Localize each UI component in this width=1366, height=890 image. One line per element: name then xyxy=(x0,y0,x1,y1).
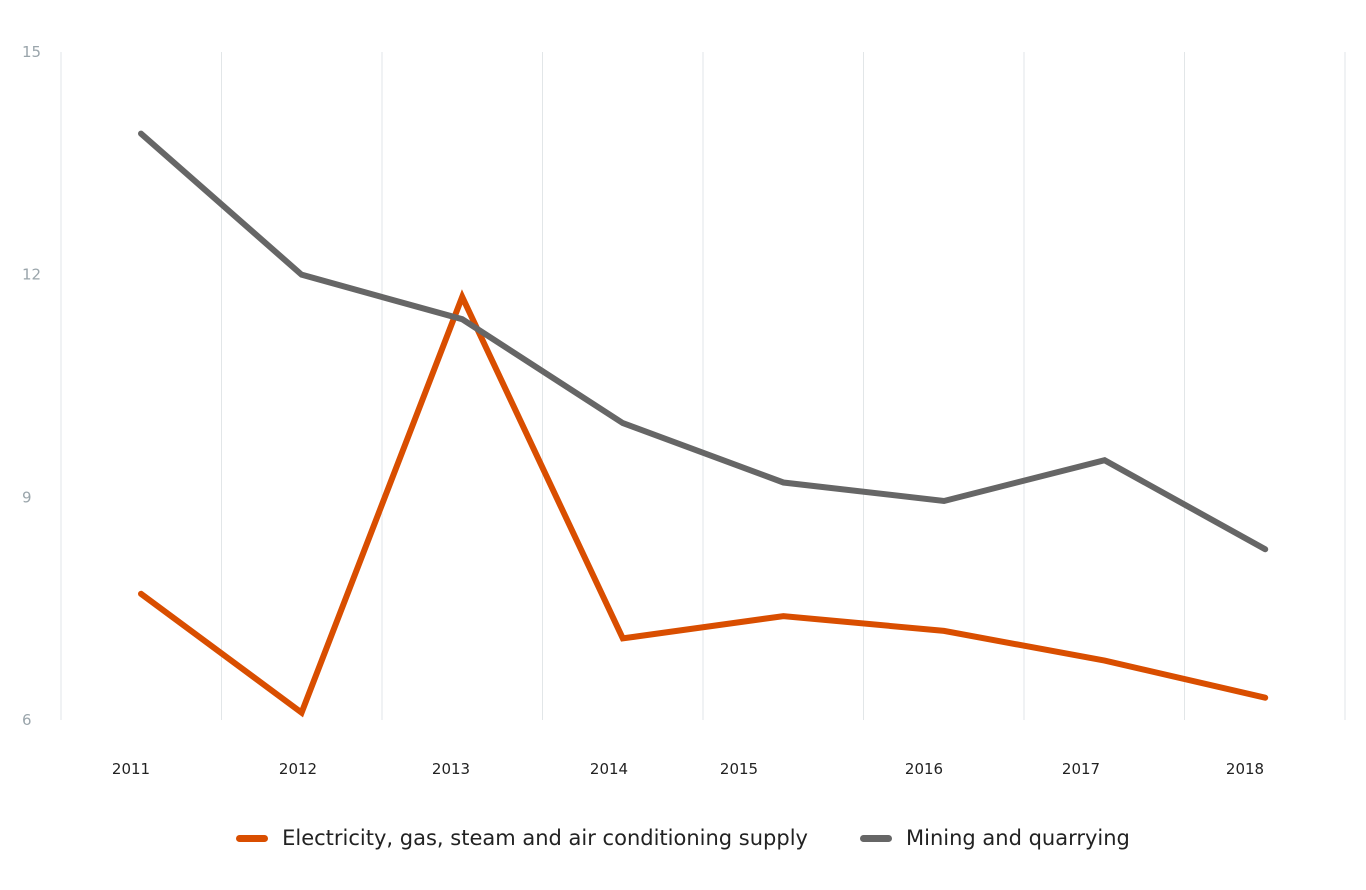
series-line-mining[interactable] xyxy=(138,130,1269,553)
legend-item-mining[interactable]: Mining and quarrying xyxy=(859,826,1130,850)
series-lines xyxy=(138,130,1269,718)
line-chart: 6 9 12 15 2011 2012 2013 2014 2015 2016 2017 2018 xyxy=(22,43,1346,778)
y-tick-label: 6 xyxy=(22,711,32,729)
x-tick-label: 2015 xyxy=(720,760,758,778)
legend-item-electricity[interactable]: Electricity, gas, steam and air conditio… xyxy=(236,826,808,850)
legend-swatch-electricity xyxy=(236,834,269,842)
x-tick-label: 2017 xyxy=(1062,760,1100,778)
y-tick-label: 9 xyxy=(22,488,32,506)
legend: Electricity, gas, steam and air conditio… xyxy=(0,826,1366,850)
x-tick-label: 2018 xyxy=(1226,760,1264,778)
x-axis-ticks: 2011 2012 2013 2014 2015 2016 2017 2018 xyxy=(112,760,1264,778)
x-tick-label: 2016 xyxy=(905,760,943,778)
x-tick-label: 2012 xyxy=(279,760,317,778)
gridlines xyxy=(60,52,1346,720)
y-tick-label: 12 xyxy=(22,266,41,284)
x-tick-label: 2011 xyxy=(112,760,150,778)
x-tick-label: 2014 xyxy=(590,760,628,778)
legend-label-electricity: Electricity, gas, steam and air conditio… xyxy=(282,826,808,850)
legend-label-mining: Mining and quarrying xyxy=(905,826,1130,850)
series-line-electricity[interactable] xyxy=(138,289,1269,718)
legend-swatch-mining xyxy=(859,834,892,842)
y-axis-ticks: 6 9 12 15 xyxy=(22,43,41,729)
x-tick-label: 2013 xyxy=(432,760,470,778)
y-tick-label: 15 xyxy=(22,43,41,61)
